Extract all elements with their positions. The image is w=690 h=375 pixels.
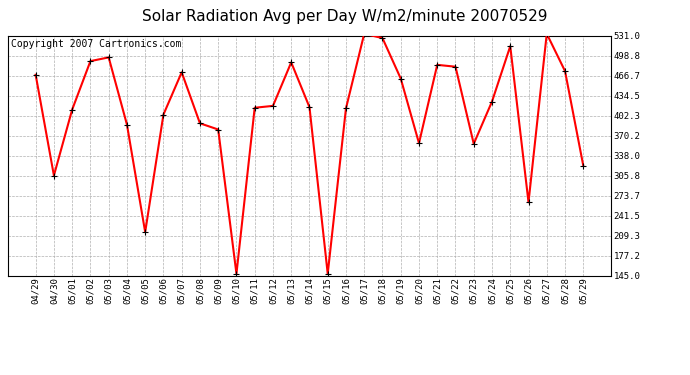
Text: Solar Radiation Avg per Day W/m2/minute 20070529: Solar Radiation Avg per Day W/m2/minute … — [142, 9, 548, 24]
Text: Copyright 2007 Cartronics.com: Copyright 2007 Cartronics.com — [11, 39, 181, 49]
